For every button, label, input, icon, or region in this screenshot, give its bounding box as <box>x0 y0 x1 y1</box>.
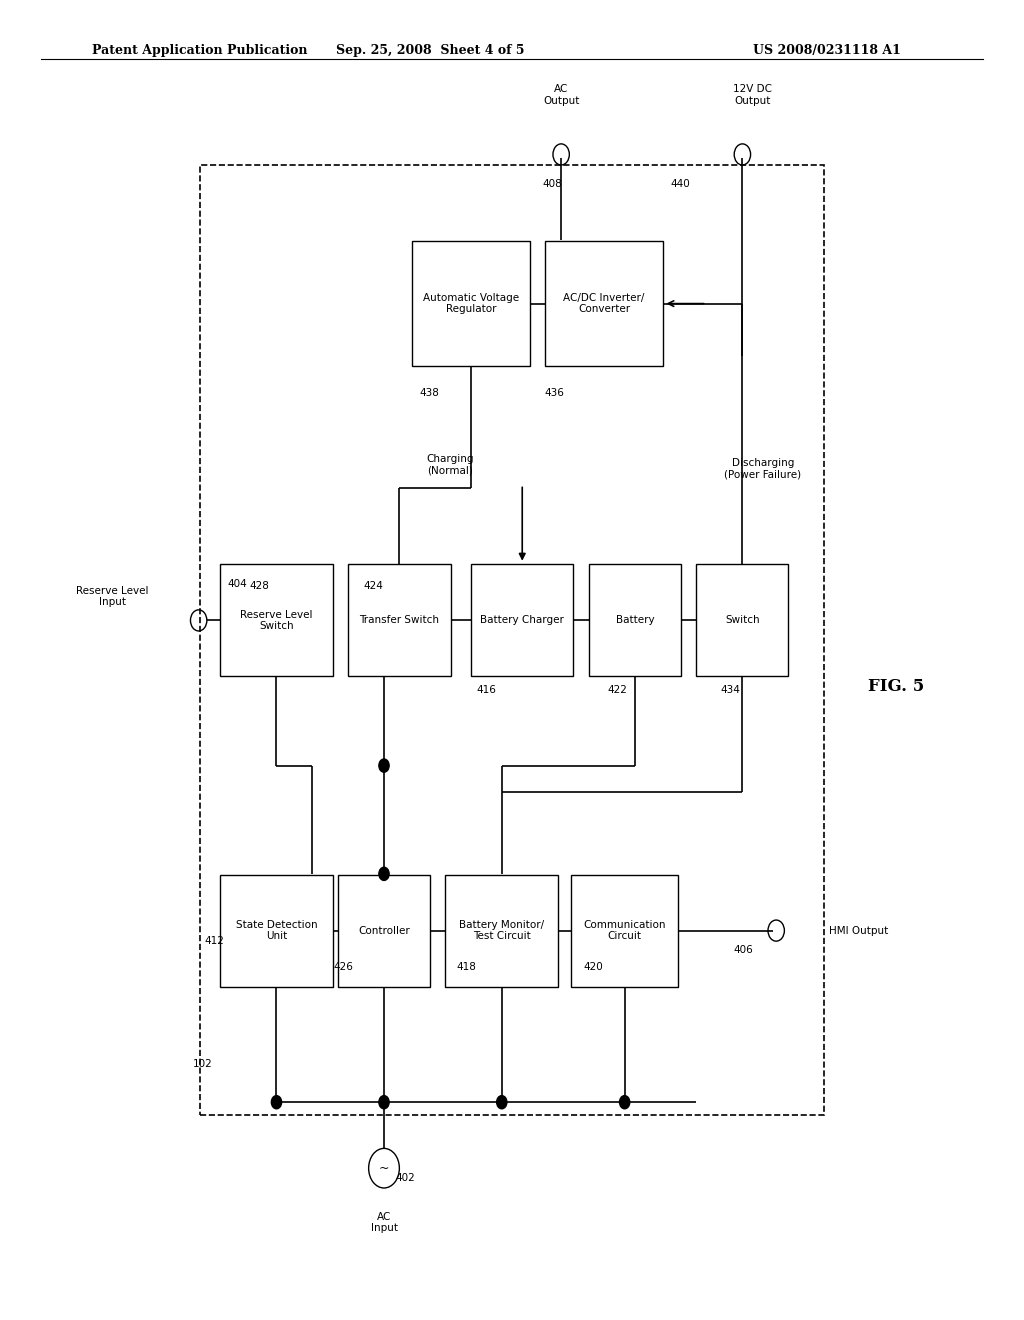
Text: Battery Charger: Battery Charger <box>480 615 564 626</box>
Text: 436: 436 <box>545 388 564 399</box>
FancyBboxPatch shape <box>412 242 530 366</box>
FancyBboxPatch shape <box>571 874 678 987</box>
Circle shape <box>379 867 389 880</box>
Text: AC
Input: AC Input <box>371 1212 397 1233</box>
Text: AC/DC Inverter/
Converter: AC/DC Inverter/ Converter <box>563 293 645 314</box>
FancyBboxPatch shape <box>589 565 681 676</box>
Text: HMI Output: HMI Output <box>829 925 889 936</box>
Text: State Detection
Unit: State Detection Unit <box>236 920 317 941</box>
Text: Battery Monitor/
Test Circuit: Battery Monitor/ Test Circuit <box>459 920 545 941</box>
Text: 12V DC
Output: 12V DC Output <box>733 84 772 106</box>
Text: Patent Application Publication: Patent Application Publication <box>92 44 307 57</box>
FancyBboxPatch shape <box>445 874 558 987</box>
FancyBboxPatch shape <box>545 242 664 366</box>
Text: Charging
(Normal): Charging (Normal) <box>427 454 474 475</box>
Text: 422: 422 <box>607 685 627 696</box>
Text: 424: 424 <box>364 581 383 591</box>
Text: 408: 408 <box>543 180 562 190</box>
Text: Communication
Circuit: Communication Circuit <box>584 920 666 941</box>
Circle shape <box>620 1096 630 1109</box>
FancyBboxPatch shape <box>220 565 333 676</box>
Text: Discharging
(Power Failure): Discharging (Power Failure) <box>724 458 802 479</box>
Text: 402: 402 <box>395 1173 415 1184</box>
Text: 418: 418 <box>457 962 476 973</box>
Text: US 2008/0231118 A1: US 2008/0231118 A1 <box>754 44 901 57</box>
Text: ~: ~ <box>379 1162 389 1175</box>
Text: 428: 428 <box>250 581 269 591</box>
Text: Controller: Controller <box>358 925 410 936</box>
Text: 416: 416 <box>476 685 496 696</box>
Text: Reserve Level
Switch: Reserve Level Switch <box>241 610 312 631</box>
Text: 438: 438 <box>420 388 439 399</box>
FancyBboxPatch shape <box>338 874 430 987</box>
Text: Reserve Level
Input: Reserve Level Input <box>77 586 148 607</box>
Text: 404: 404 <box>227 579 247 590</box>
Text: 420: 420 <box>584 962 603 973</box>
FancyBboxPatch shape <box>220 874 333 987</box>
FancyBboxPatch shape <box>696 565 788 676</box>
Text: 434: 434 <box>721 685 740 696</box>
Circle shape <box>379 759 389 772</box>
Text: Automatic Voltage
Regulator: Automatic Voltage Regulator <box>423 293 519 314</box>
FancyBboxPatch shape <box>471 565 573 676</box>
Text: Transfer Switch: Transfer Switch <box>359 615 439 626</box>
Text: 102: 102 <box>193 1059 212 1069</box>
Text: AC
Output: AC Output <box>543 84 580 106</box>
Text: 412: 412 <box>205 936 224 946</box>
Circle shape <box>271 1096 282 1109</box>
Text: 406: 406 <box>733 945 753 956</box>
FancyBboxPatch shape <box>348 565 451 676</box>
Text: FIG. 5: FIG. 5 <box>868 678 924 694</box>
Text: 426: 426 <box>334 962 353 973</box>
Text: Switch: Switch <box>725 615 760 626</box>
Text: 440: 440 <box>671 180 690 190</box>
Text: Sep. 25, 2008  Sheet 4 of 5: Sep. 25, 2008 Sheet 4 of 5 <box>336 44 524 57</box>
Text: Battery: Battery <box>615 615 654 626</box>
Circle shape <box>379 1096 389 1109</box>
Circle shape <box>497 1096 507 1109</box>
